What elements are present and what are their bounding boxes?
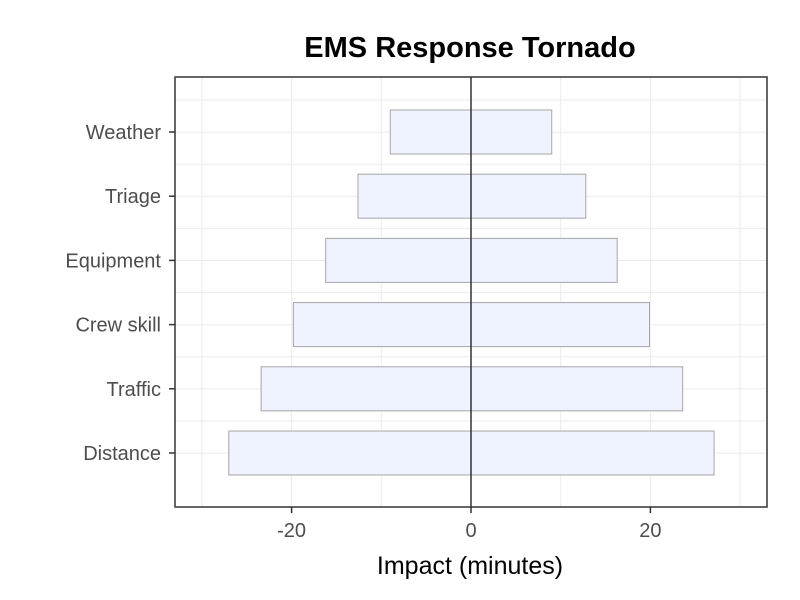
bar-traffic <box>260 366 684 412</box>
y-tick-label: Traffic <box>107 379 161 401</box>
y-tick-label: Equipment <box>65 250 161 272</box>
y-tick-label: Distance <box>83 443 161 465</box>
bar-triage <box>357 173 587 219</box>
x-axis-title: Impact (minutes) <box>377 552 563 580</box>
x-tick-label: 0 <box>465 520 476 542</box>
chart-title: EMS Response Tornado <box>304 32 635 64</box>
y-tick-label: Triage <box>105 186 161 208</box>
x-tick-label: 20 <box>639 520 661 542</box>
y-tick-label: Weather <box>86 122 162 144</box>
x-tick-label: -20 <box>277 520 306 542</box>
axes: Weather Triage Equipment Crew skill Traffic D… <box>65 122 661 542</box>
y-tick-label: Crew skill <box>75 315 161 337</box>
